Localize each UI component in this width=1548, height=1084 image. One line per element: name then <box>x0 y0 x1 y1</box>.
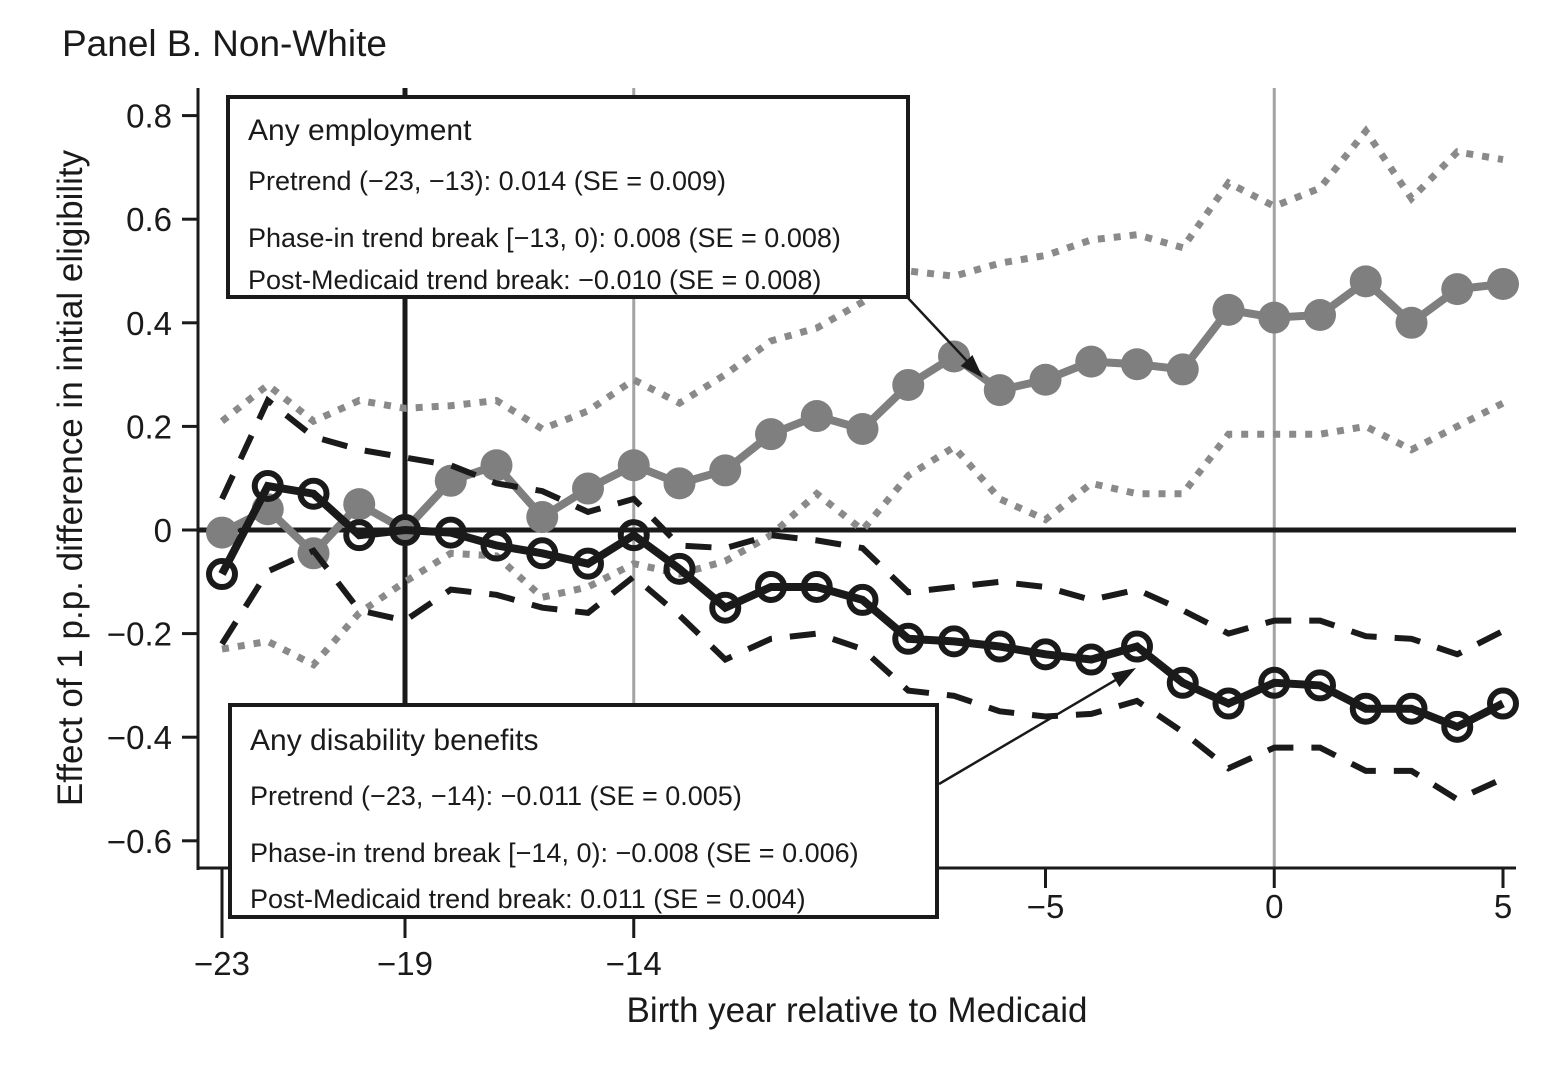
chart-generated-content: 0.8 0.6 0.4 0.2 0 −0.2 −0.4 −0.6 −23 −19 −14 −5 0 5 An… <box>107 88 1519 982</box>
x-tick-label: −14 <box>606 945 662 982</box>
any-disability-benefits-ci-lower <box>219 546 1505 803</box>
data-point-any-disability-benefits <box>251 469 284 502</box>
y-tick-label: −0.4 <box>107 719 172 756</box>
data-point-any-employment <box>938 340 970 373</box>
data-point-any-disability-benefits <box>663 552 696 585</box>
annotation-title: Any disability benefits <box>250 724 539 757</box>
y-axis-label: Effect of 1 p.p. difference in initial e… <box>51 149 90 806</box>
data-point-any-disability-benefits <box>1075 643 1108 676</box>
data-point-any-employment <box>434 464 467 497</box>
any-employment-ci-lower <box>221 399 1505 670</box>
data-point-any-employment <box>343 488 376 521</box>
data-point-any-disability-benefits <box>343 519 376 552</box>
data-point-any-disability-benefits <box>1395 692 1428 725</box>
annotation-box-1 <box>226 95 910 299</box>
data-point-any-employment <box>206 516 238 549</box>
data-point-any-employment <box>1075 345 1108 378</box>
data-point-any-disability-benefits <box>480 529 513 562</box>
x-tick-label: −23 <box>194 945 250 982</box>
data-point-any-employment <box>1029 363 1062 396</box>
data-point-any-employment <box>480 449 513 482</box>
data-point-any-disability-benefits <box>800 570 833 603</box>
data-point-any-employment <box>1395 306 1428 339</box>
data-point-any-disability-benefits <box>1212 687 1245 720</box>
data-point-any-employment <box>617 449 650 482</box>
data-point-any-employment <box>1349 265 1382 298</box>
annotation-line: Post-Medicaid trend break: 0.011 (SE = 0… <box>250 884 806 914</box>
annotation-box-2 <box>228 703 939 919</box>
y-tick-label: 0.8 <box>126 98 172 135</box>
data-point-any-disability-benefits <box>1121 630 1153 663</box>
annotation-arrow-line <box>907 297 978 372</box>
data-point-any-disability-benefits <box>755 570 787 603</box>
data-point-any-employment <box>1212 293 1245 326</box>
x-tick-label: 0 <box>1265 888 1283 925</box>
data-point-any-employment <box>846 412 879 445</box>
data-point-any-disability-benefits <box>1166 666 1199 699</box>
data-point-any-employment <box>983 374 1016 407</box>
data-point-any-employment <box>709 454 742 487</box>
data-point-any-disability-benefits <box>617 519 650 552</box>
annotation-line: Phase-in trend break [−14, 0): −0.008 (S… <box>250 838 859 868</box>
y-tick-label: 0 <box>154 512 172 549</box>
data-point-any-employment <box>1441 273 1474 306</box>
data-point-any-employment <box>1304 299 1336 332</box>
data-point-any-employment <box>800 400 833 433</box>
annotation-line: Post-Medicaid trend break: −0.010 (SE = … <box>248 265 821 295</box>
data-point-any-disability-benefits <box>1349 692 1382 725</box>
data-point-any-disability-benefits <box>389 514 421 546</box>
data-point-any-disability-benefits <box>1258 666 1291 699</box>
data-point-any-disability-benefits <box>709 591 742 624</box>
panel-title: Panel B. Non-White <box>62 23 387 64</box>
x-tick-label: −19 <box>377 945 433 982</box>
data-point-any-employment <box>526 501 559 534</box>
y-tick-label: 0.4 <box>126 305 172 342</box>
data-point-any-employment <box>572 472 604 505</box>
data-point-any-disability-benefits <box>1029 638 1062 671</box>
annotation-arrowhead <box>1111 668 1136 688</box>
annotation-arrow-line <box>938 671 1129 786</box>
data-point-any-disability-benefits <box>297 477 330 510</box>
data-point-any-disability-benefits <box>846 583 879 616</box>
annotation-title: Any employment <box>248 114 472 147</box>
data-point-any-disability-benefits <box>892 622 925 655</box>
data-point-any-employment <box>755 418 787 451</box>
any-employment-ci-upper <box>219 125 1504 433</box>
data-point-any-disability-benefits <box>1487 687 1519 720</box>
data-point-any-disability-benefits <box>1441 710 1474 743</box>
data-point-any-employment <box>892 368 925 401</box>
annotation-arrowhead <box>960 355 983 378</box>
data-point-any-employment <box>1487 267 1519 300</box>
annotation-line: Pretrend (−23, −14): −0.011 (SE = 0.005) <box>250 781 742 811</box>
data-point-any-disability-benefits <box>434 516 467 549</box>
any-disability-benefits-ci-upper <box>219 395 1505 658</box>
x-tick-label: −5 <box>1027 888 1065 925</box>
data-point-any-employment <box>1121 348 1153 381</box>
data-point-any-disability-benefits <box>938 625 970 658</box>
annotation-line: Pretrend (−23, −13): 0.014 (SE = 0.009) <box>248 166 726 196</box>
data-point-any-disability-benefits <box>206 558 238 591</box>
y-tick-label: 0.2 <box>126 408 172 445</box>
x-axis-label: Birth year relative to Medicaid <box>626 991 1087 1030</box>
data-point-any-employment <box>663 467 696 500</box>
data-point-any-employment <box>1166 353 1199 386</box>
y-tick-label: −0.2 <box>107 616 172 653</box>
x-tick-label: 5 <box>1494 888 1512 925</box>
annotation-line: Phase-in trend break [−13, 0): 0.008 (SE… <box>248 223 841 253</box>
data-point-any-disability-benefits <box>983 630 1016 663</box>
data-point-any-disability-benefits <box>1304 669 1336 702</box>
y-tick-label: 0.6 <box>126 201 172 238</box>
data-point-any-disability-benefits <box>526 537 559 570</box>
data-point-any-disability-benefits <box>572 547 604 580</box>
data-point-any-employment <box>1258 301 1291 334</box>
y-tick-label: −0.6 <box>107 823 172 860</box>
